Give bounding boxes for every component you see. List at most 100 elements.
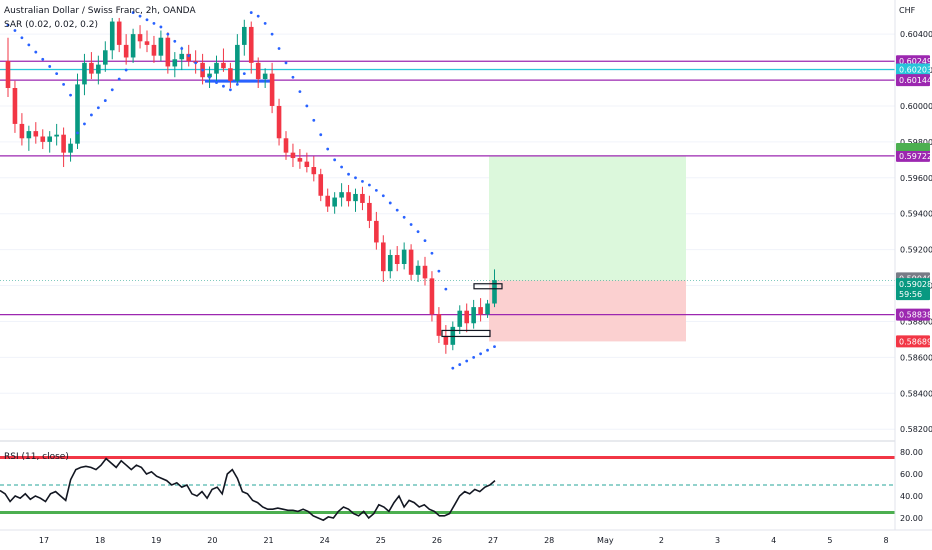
current-price-badge-text: 0.59028	[899, 280, 932, 289]
time-tick-label: 28	[544, 536, 554, 545]
sar-dot	[423, 239, 427, 243]
candle-body	[151, 44, 157, 56]
sar-dot	[381, 194, 385, 198]
sar-dot	[20, 36, 24, 40]
sar-dot	[395, 208, 399, 212]
annotation-box[interactable]	[441, 329, 491, 338]
candle-body	[443, 335, 449, 345]
candle-body	[47, 136, 52, 142]
countdown-text: 59:56	[899, 290, 922, 299]
sar-dot	[465, 359, 469, 363]
price-tick-label: 0.59600	[900, 174, 932, 183]
candle-body	[436, 314, 442, 336]
candle-body	[283, 138, 289, 153]
candle-body	[75, 84, 80, 144]
candle-body	[415, 265, 421, 275]
loss-zone[interactable]	[489, 280, 686, 342]
time-tick-label: 19	[151, 536, 161, 545]
sar-dot	[340, 165, 343, 169]
candle-body	[401, 249, 407, 264]
candle-body	[318, 174, 324, 196]
rsi-indicator-label[interactable]: RSI (11, close)	[4, 452, 69, 462]
candle-body	[471, 307, 476, 324]
sar-dot	[388, 201, 392, 205]
candle-body	[68, 143, 73, 153]
rsi-tick-label: 40.00	[900, 492, 923, 501]
candle-body	[304, 161, 310, 168]
rsi-tick-label: 60.00	[900, 470, 923, 479]
long-position-tool[interactable]	[489, 156, 686, 342]
sar-dot	[159, 25, 163, 29]
candle-body	[311, 167, 317, 175]
candle-body	[144, 41, 150, 45]
sar-dot	[361, 179, 364, 183]
annotation-box[interactable]	[473, 283, 503, 290]
level-badge-text: 0.58838	[899, 311, 932, 320]
time-axis[interactable]: 17 18 19 20 21 24 25 26 27 28 May 2 3 4 5 8	[39, 536, 889, 545]
sar-dot	[277, 47, 281, 50]
candle-body	[96, 64, 101, 74]
price-tick-label: 0.60000	[900, 102, 932, 111]
candle-series	[5, 17, 497, 354]
candle-body	[123, 44, 129, 58]
level-badge-text: 0.60249	[899, 57, 932, 66]
sar-dot	[298, 90, 302, 93]
candle-body	[262, 73, 268, 80]
candle-body	[207, 73, 212, 78]
sar-dot	[124, 68, 128, 72]
current-price-badge	[896, 278, 930, 301]
sar-series	[6, 11, 496, 370]
sar-dot	[187, 54, 191, 58]
rsi-axis: 80.00 60.00 40.00 20.00	[900, 448, 923, 523]
candle-body	[325, 195, 330, 207]
time-tick-label: 24	[320, 536, 330, 545]
chart-title[interactable]: Australian Dollar / Swiss Franc, 2h, OAN…	[4, 6, 196, 16]
sar-dot	[215, 81, 218, 85]
sar-dot	[312, 118, 316, 122]
sar-dot	[284, 61, 288, 65]
candle-body	[297, 158, 303, 162]
price-tick-label: 0.60400	[900, 30, 932, 39]
candle-body	[137, 34, 143, 42]
candle-body	[186, 53, 191, 62]
level-badge	[896, 63, 930, 76]
candle-body	[248, 26, 254, 63]
candle-body	[165, 37, 171, 67]
candle-body	[242, 26, 247, 45]
sar-dot	[6, 23, 10, 27]
sar-dot	[117, 77, 121, 81]
candle-body	[179, 53, 185, 60]
sar-dot	[374, 188, 378, 192]
sar-dot	[173, 39, 177, 43]
sar-dot	[83, 122, 86, 126]
level-badge-text: 0.60144	[899, 76, 932, 85]
level-badge-text: 0.59722	[899, 152, 932, 161]
sar-dot	[242, 72, 246, 76]
sar-dot	[291, 75, 295, 79]
sar-indicator-label[interactable]: SAR (0.02, 0.02, 0.2)	[4, 20, 99, 30]
candle-body	[221, 62, 226, 69]
sar-dot	[41, 57, 45, 61]
candle-body	[235, 44, 240, 81]
candle-body	[269, 73, 275, 106]
candle-body	[387, 255, 393, 272]
candle-body	[478, 307, 483, 315]
candle-body	[276, 105, 282, 139]
sar-dot	[138, 14, 142, 18]
sar-dot	[486, 348, 489, 352]
sar-dot	[103, 99, 107, 102]
candle-body	[429, 278, 435, 315]
sar-dot	[194, 61, 198, 65]
candle-body	[40, 136, 46, 142]
sar-dot	[416, 230, 420, 234]
sar-dot	[55, 72, 59, 76]
candle-body	[26, 131, 32, 139]
profit-zone[interactable]	[489, 156, 686, 281]
sar-dot	[479, 352, 482, 356]
annotation-boxes[interactable]	[441, 283, 503, 338]
horizontal-levels[interactable]	[0, 60, 895, 316]
candle-body	[457, 310, 463, 327]
sar-dot	[347, 172, 350, 176]
